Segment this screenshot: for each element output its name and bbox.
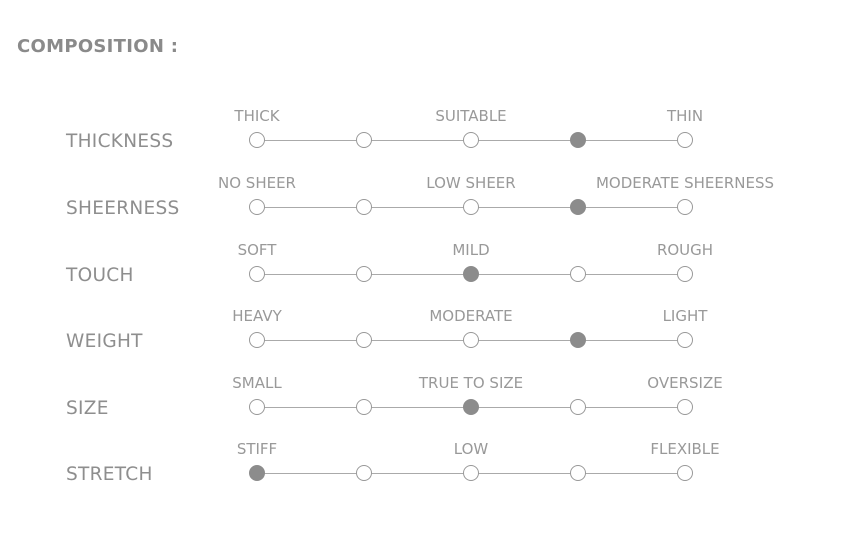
scale-row-sheerness: SHEERNESS NO SHEER LOW SHEER MODERATE SHEER…: [0, 174, 865, 234]
scale-name: STRETCH: [66, 464, 153, 485]
scale-label-mid: LOW: [453, 440, 489, 458]
scale-name: SIZE: [66, 398, 109, 419]
scale-name: THICKNESS: [66, 131, 174, 152]
scale-row-weight: WEIGHT HEAVY MODERATE LIGHT: [0, 307, 865, 367]
scale-dot: [677, 266, 693, 282]
scale-dot-selected: [463, 266, 479, 282]
scale-name: TOUCH: [66, 265, 134, 286]
scale-dot: [677, 199, 693, 215]
scale-dot-selected: [570, 132, 586, 148]
scale-dot: [570, 266, 586, 282]
scale-dot-selected: [463, 399, 479, 415]
scale-dot: [356, 132, 372, 148]
scale-row-touch: TOUCH SOFT MILD ROUGH: [0, 241, 865, 301]
scale-row-size: SIZE SMALL TRUE TO SIZE OVERSIZE: [0, 374, 865, 434]
scale-dot-selected: [570, 199, 586, 215]
scale-dot: [677, 332, 693, 348]
scale-name: WEIGHT: [66, 331, 143, 352]
scale-dot: [677, 465, 693, 481]
scale-dot: [356, 465, 372, 481]
scale-label-right: THIN: [666, 107, 704, 125]
scale-dot-selected: [249, 465, 265, 481]
scale-label-mid: TRUE TO SIZE: [418, 374, 524, 392]
scale-label-right: ROUGH: [656, 241, 714, 259]
scale-label-mid: SUITABLE: [435, 107, 507, 125]
scale-dot: [249, 332, 265, 348]
scale-dot: [249, 399, 265, 415]
scale-label-left: NO SHEER: [218, 174, 296, 192]
scale-label-mid: LOW SHEER: [426, 174, 516, 192]
scale-dot: [356, 199, 372, 215]
scale-dot: [570, 399, 586, 415]
scale-dot: [677, 399, 693, 415]
scale-dot: [249, 199, 265, 215]
scale-dot: [677, 132, 693, 148]
scale-dot: [249, 266, 265, 282]
scale-label-left: SMALL: [232, 374, 282, 392]
scale-label-mid: MILD: [452, 241, 490, 259]
scale-row-stretch: STRETCH STIFF LOW FLEXIBLE: [0, 440, 865, 500]
scale-label-mid: MODERATE: [429, 307, 513, 325]
scale-dot: [356, 399, 372, 415]
scale-row-thickness: THICKNESS THICK SUITABLE THIN: [0, 107, 865, 167]
scale-label-right: OVERSIZE: [647, 374, 723, 392]
scale-label-left: THICK: [234, 107, 280, 125]
scale-dot: [463, 465, 479, 481]
scale-dot: [463, 132, 479, 148]
scale-dot: [249, 132, 265, 148]
scale-dot: [570, 465, 586, 481]
scale-dot: [463, 332, 479, 348]
scale-label-left: STIFF: [236, 440, 278, 458]
scale-dot: [463, 199, 479, 215]
scale-label-right: LIGHT: [662, 307, 708, 325]
scale-label-left: SOFT: [237, 241, 277, 259]
scale-label-right: MODERATE SHEERNESS: [595, 174, 775, 192]
scale-label-left: HEAVY: [232, 307, 282, 325]
scale-name: SHEERNESS: [66, 198, 180, 219]
section-title: COMPOSITION :: [17, 36, 179, 57]
scale-dot-selected: [570, 332, 586, 348]
scale-dot: [356, 332, 372, 348]
scale-dot: [356, 266, 372, 282]
scale-label-right: FLEXIBLE: [650, 440, 720, 458]
